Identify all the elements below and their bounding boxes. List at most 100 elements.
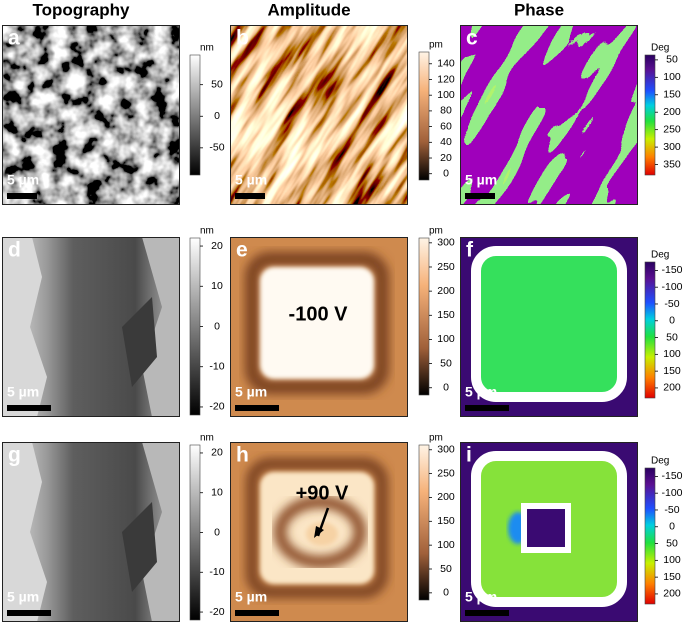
scale-bar-label: 5 µm	[235, 589, 267, 605]
colorbar-tick-label: 0	[669, 315, 675, 327]
column-title: Topography	[33, 0, 130, 19]
poled-region	[471, 246, 627, 402]
panel-border	[2, 237, 180, 417]
colorbar-tick-label: -20	[209, 606, 224, 618]
scale-bar-label: 5 µm	[7, 384, 39, 400]
ring	[246, 458, 388, 598]
colorbar	[644, 54, 656, 176]
panel-letter: c	[466, 27, 478, 50]
terrace	[122, 502, 157, 592]
colorbar-tick-label: 100	[437, 333, 455, 345]
colorbar-tick-label: 200	[663, 588, 681, 600]
colorbar-unit: Deg	[651, 250, 669, 261]
column-title: Phase	[514, 0, 564, 19]
colorbar-tick-label: 100	[663, 554, 681, 566]
scale-bar-label: 5 µm	[465, 384, 497, 400]
panel: i 5 µm	[460, 442, 638, 622]
panel-image	[2, 442, 180, 622]
colorbar-tick-label: -50	[664, 504, 679, 516]
scale-bar-label: 5 µm	[235, 172, 267, 188]
colorbar-tick-label: 10	[211, 280, 223, 292]
colorbar-tick-label: 200	[437, 285, 455, 297]
colorbar-unit: nm	[200, 43, 214, 54]
colorbar	[418, 237, 430, 396]
colorbar-tick-label: -10	[209, 361, 224, 373]
panel: b 5 µm	[230, 25, 408, 205]
panel-letter: f	[466, 239, 474, 262]
colorbar-unit: Deg	[651, 456, 669, 467]
colorbar-unit: pm	[429, 226, 443, 237]
inner-core	[306, 522, 338, 546]
panel-image	[2, 237, 180, 417]
colorbar-tick-label: 0	[443, 382, 449, 394]
colorbar-tick-label: 250	[663, 123, 681, 135]
colorbar-tick-label: 20	[440, 152, 452, 164]
scale-bar	[235, 610, 279, 616]
panel-letter: i	[466, 444, 472, 467]
panel-border	[230, 237, 408, 417]
scale-bar-label: 5 µm	[465, 172, 497, 188]
ring	[245, 252, 389, 394]
colorbar-tick-label: 150	[437, 515, 455, 527]
scale-bar	[235, 193, 265, 199]
colorbar-tick-label: 20	[211, 447, 223, 459]
colorbar-tick-label: 80	[440, 105, 452, 117]
colorbar-tick-label: 250	[437, 261, 455, 273]
panel-border	[460, 442, 638, 622]
colorbar-tick-label: -150	[661, 470, 682, 482]
colorbar-tick-label: 100	[437, 89, 455, 101]
colorbar-tick-label: 40	[440, 136, 452, 148]
terrace	[142, 237, 180, 417]
panel-letter: g	[8, 444, 21, 467]
colorbar-tick-label: 140	[437, 58, 455, 70]
colorbar	[189, 444, 201, 621]
colorbar-tick-label: 200	[663, 106, 681, 118]
scale-bar	[7, 610, 51, 616]
panel-image	[230, 25, 408, 205]
panel: d 5 µm	[2, 237, 180, 417]
colorbar-tick-label: 200	[663, 382, 681, 394]
colorbar	[189, 237, 201, 416]
colorbar-tick-label: 0	[669, 521, 675, 533]
colorbar-tick-label: 250	[437, 467, 455, 479]
terrace	[2, 442, 47, 622]
colorbar-tick-label: 50	[666, 537, 678, 549]
scale-bar-label: 5 µm	[465, 589, 497, 605]
colorbar-tick-label: 100	[663, 348, 681, 360]
scale-bar	[465, 405, 509, 411]
colorbar-tick-label: 300	[663, 141, 681, 153]
panel-letter: a	[8, 27, 20, 50]
panel-border	[2, 25, 180, 205]
afm-texture	[230, 25, 408, 205]
colorbar-tick-label: -50	[209, 142, 224, 154]
colorbar-tick-label: 0	[214, 320, 220, 332]
panel: g 5 µm	[2, 442, 180, 622]
panel: a 5 µm	[2, 25, 180, 205]
colorbar-tick-label: -100	[661, 281, 682, 293]
colorbar-tick-label: 0	[214, 526, 220, 538]
terrace	[142, 442, 180, 622]
poled-region	[260, 267, 374, 379]
inner-domain	[274, 496, 366, 568]
colorbar-tick-label: 10	[211, 487, 223, 499]
scale-bar	[7, 193, 37, 199]
colorbar-tick-label: 100	[663, 71, 681, 83]
colorbar-tick-label: 20	[211, 240, 223, 252]
colorbar-tick-label: 350	[663, 158, 681, 170]
colorbar-tick-label: 50	[440, 357, 452, 369]
scale-bar	[235, 405, 279, 411]
scale-bar	[465, 610, 509, 616]
panel-letter: e	[236, 239, 248, 262]
scale-bar-label: 5 µm	[235, 384, 267, 400]
colorbar-tick-label: 150	[663, 571, 681, 583]
panel-border	[460, 237, 638, 417]
colorbar-tick-label: -50	[664, 298, 679, 310]
panel: f 5 µm	[460, 237, 638, 417]
colorbar-tick-label: 60	[440, 120, 452, 132]
colorbar-tick-label: 50	[666, 54, 678, 66]
colorbar-tick-label: 50	[666, 331, 678, 343]
panel: h 5 µm +90 V	[230, 442, 408, 622]
colorbar-tick-label: -150	[661, 264, 682, 276]
afm-image	[2, 25, 180, 205]
afm-image	[460, 25, 638, 205]
